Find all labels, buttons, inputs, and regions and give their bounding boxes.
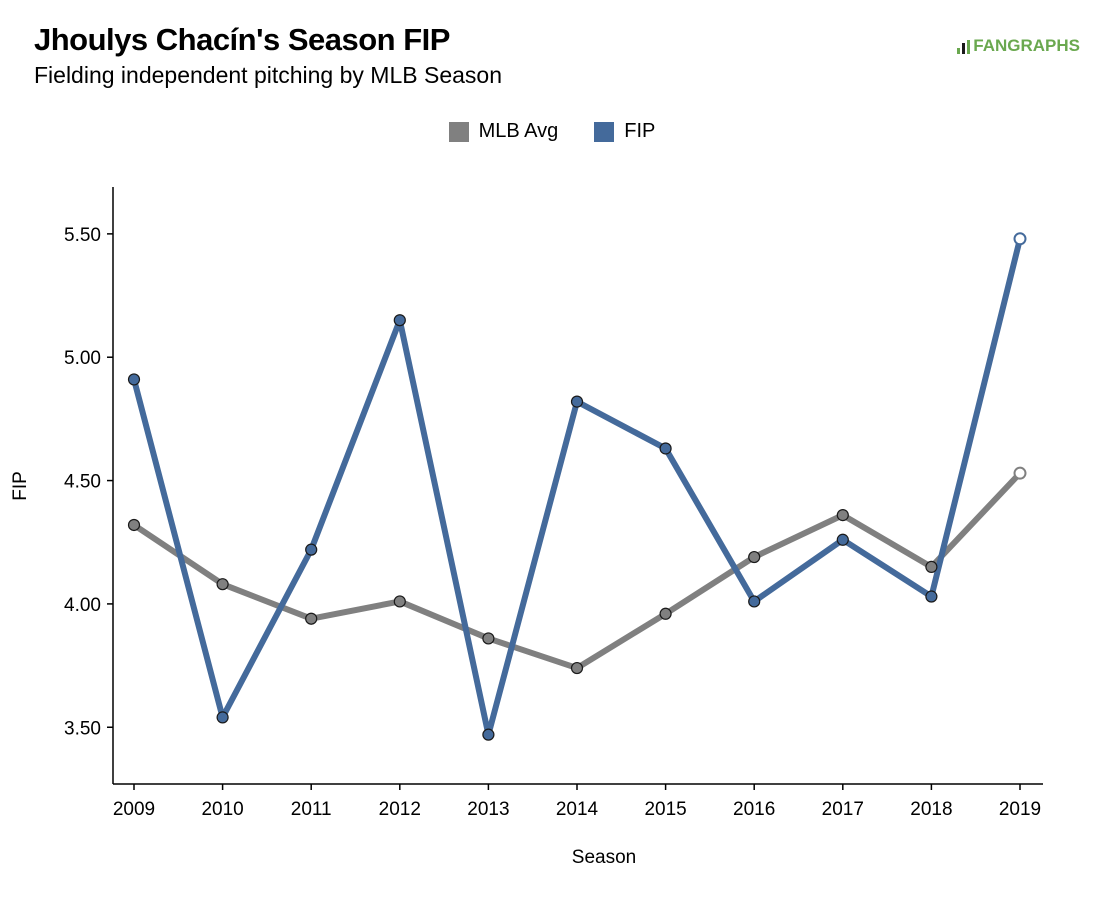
data-point-fip [748,595,761,608]
y-tick-label: 3.50 [64,718,101,739]
data-point-fip [925,590,938,603]
x-axis-title: Season [572,847,636,868]
x-tick-label: 2018 [910,799,952,820]
x-tick-label: 2011 [291,799,332,820]
data-point-fip [836,533,849,546]
data-point-fip [393,314,406,327]
data-point-mlb-avg [216,578,229,591]
data-point-mlb-avg [393,595,406,608]
chart-axes: 3.50 4.00 4.50 5.00 5.50 2009 2010 2011 2012 2013… [64,187,1043,820]
data-point-mlb-avg [659,607,672,620]
x-tick-label: 2016 [733,799,775,820]
data-point-mlb-avg [1013,466,1027,480]
x-tick-label: 2010 [201,799,243,820]
y-tick-label: 5.50 [64,225,101,246]
chart-title: Jhoulys Chacín's Season FIP [34,22,450,57]
data-point-mlb-avg [305,612,318,625]
x-tick-label: 2017 [822,799,864,820]
data-point-mlb-avg [748,550,761,564]
y-axis-title: FIP [10,471,31,501]
legend-swatch-fip [594,121,615,142]
x-tick-label: 2015 [644,799,686,820]
y-tick-label: 5.00 [64,348,101,369]
data-point-fip [1013,232,1027,246]
data-point-mlb-avg [127,518,141,532]
x-tick-label: 2013 [467,799,509,820]
legend-label-mlb-avg: MLB Avg [478,120,559,142]
data-point-fip [659,442,672,455]
fangraphs-mark-icon [957,39,971,54]
data-point-fip [216,711,229,724]
data-point-fip [482,728,495,741]
data-point-mlb-avg [836,509,849,522]
data-point-fip [305,543,318,556]
chart-legend: MLB Avg FIP [0,120,1104,143]
x-tick-label: 2019 [999,799,1041,820]
x-tick-label: 2014 [556,799,599,820]
data-point-mlb-avg [570,661,584,675]
y-tick-label: 4.50 [64,472,101,493]
x-tick-label: 2009 [113,799,155,820]
y-tick-label: 4.00 [64,595,101,616]
legend-swatch-mlb-avg [448,121,469,142]
legend-label-fip: FIP [624,120,656,142]
data-point-fip [127,373,141,386]
chart-lines [131,235,1023,738]
chart-points [127,232,1027,741]
legend-item-fip[interactable]: FIP [594,120,655,143]
fangraphs-logo-text: FANGRAPHS [973,36,1080,55]
data-point-mlb-avg [482,632,495,645]
x-tick-label: 2012 [379,799,421,820]
data-point-fip [570,395,584,408]
data-point-mlb-avg [925,560,938,574]
series-line-fip [131,235,1023,738]
chart-subtitle: Fielding independent pitching by MLB Sea… [34,62,502,88]
legend-item-mlb-avg[interactable]: MLB Avg [448,120,559,143]
fangraphs-logo: FANGRAPHS [957,36,1080,56]
